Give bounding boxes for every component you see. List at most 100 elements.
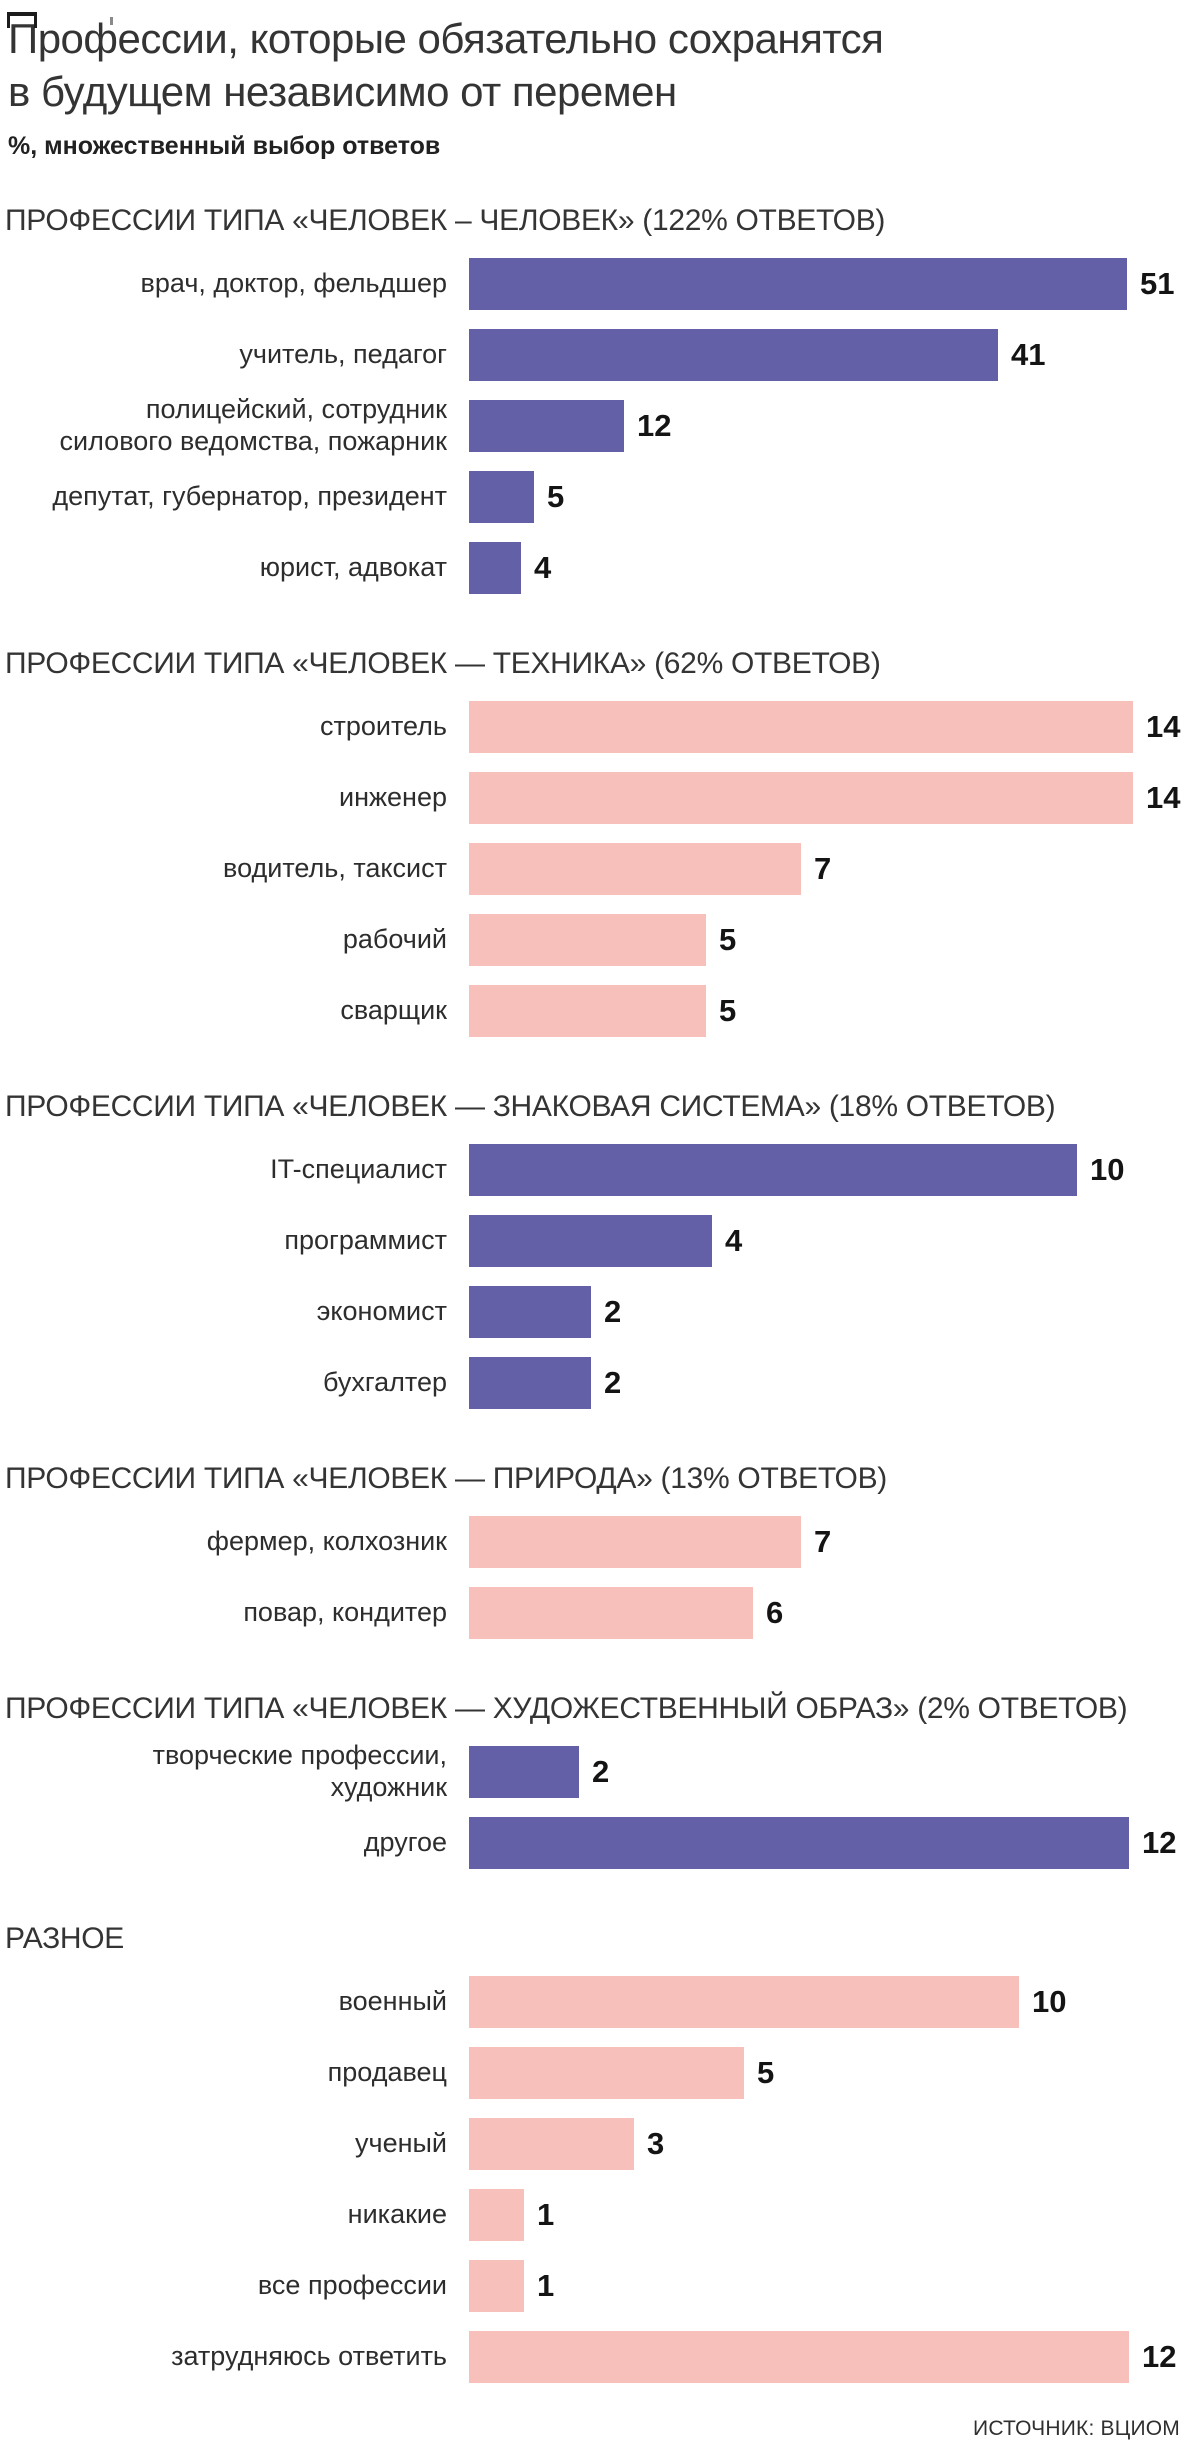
bar-label: программист (284, 1225, 447, 1256)
bar-label: военный (338, 1986, 447, 2017)
bar-value-label: 5 (719, 922, 737, 958)
bar (469, 1516, 801, 1569)
cropped-mark-artifact (110, 17, 113, 25)
bar-value-label: 51 (1140, 266, 1175, 302)
bar-area: 2 (469, 1286, 1187, 1339)
bar-value-label: 6 (766, 1595, 784, 1631)
bar-area: 5 (469, 985, 1187, 1038)
bar-row: творческие профессии, художник 2 (0, 1737, 1187, 1808)
bar-label: затрудняюсь ответить (171, 2341, 447, 2372)
bar (469, 329, 998, 382)
bar (469, 2260, 524, 2313)
bar-row: рабочий 5 (0, 905, 1187, 976)
chart-section: ПРОФЕССИИ ТИПА «ЧЕЛОВЕК — ТЕХНИКА» (62% … (0, 646, 1187, 1047)
bar (469, 258, 1127, 311)
bar-label: строитель (320, 711, 447, 742)
bar (469, 1286, 591, 1339)
bar-label: другое (363, 1827, 447, 1858)
bar (469, 1357, 591, 1410)
bar-value-label: 7 (814, 851, 832, 887)
bar-row: фермер, колхозник 7 (0, 1507, 1187, 1578)
bar-area: 12 (469, 1817, 1187, 1870)
source-credit: ИСТОЧНИК: ВЦИОМ (973, 2417, 1180, 2440)
bar-value-label: 12 (1142, 2339, 1177, 2375)
bar-value-label: 14 (1146, 709, 1181, 745)
page-subtitle: %, множественный выбор ответов (8, 131, 441, 160)
bar-area: 12 (469, 2331, 1187, 2384)
section-header: ПРОФЕССИИ ТИПА «ЧЕЛОВЕК — ПРИРОДА» (13% … (5, 1461, 887, 1495)
bar-row: продавец 5 (0, 2038, 1187, 2109)
bar (469, 1144, 1077, 1197)
bar-row: бухгалтер 2 (0, 1348, 1187, 1419)
bar (469, 2118, 634, 2171)
bar-row: никакие 1 (0, 2180, 1187, 2251)
bar-area: 4 (469, 1215, 1187, 1268)
bar (469, 2047, 744, 2100)
bar-value-label: 5 (547, 479, 565, 515)
bar-value-label: 5 (757, 2055, 775, 2091)
bar-area: 5 (469, 471, 1187, 524)
bar-label: IT-специалист (270, 1154, 447, 1185)
chart-section: ПРОФЕССИИ ТИПА «ЧЕЛОВЕК — ЗНАКОВАЯ СИСТЕ… (0, 1089, 1187, 1419)
bar-value-label: 12 (1142, 1825, 1177, 1861)
bar-area: 7 (469, 843, 1187, 896)
page-title-line2: в будущем независимо от перемен (8, 68, 677, 116)
bar (469, 843, 801, 896)
bar-row: другое 12 (0, 1808, 1187, 1879)
bar-row: юрист, адвокат 4 (0, 533, 1187, 604)
chart-section: ПРОФЕССИИ ТИПА «ЧЕЛОВЕК — ХУДОЖЕСТВЕННЫЙ… (0, 1691, 1187, 1879)
bar-value-label: 2 (604, 1365, 622, 1401)
bar-label: водитель, таксист (223, 853, 447, 884)
bar-area: 6 (469, 1587, 1187, 1640)
bar (469, 2331, 1129, 2384)
bar-label: все профессии (257, 2270, 447, 2301)
bar (469, 1817, 1129, 1870)
bar-label: юрист, адвокат (259, 552, 447, 583)
bar-row: водитель, таксист 7 (0, 834, 1187, 905)
bar-value-label: 4 (725, 1223, 743, 1259)
bar-row: учитель, педагог 41 (0, 320, 1187, 391)
section-header: ПРОФЕССИИ ТИПА «ЧЕЛОВЕК — ЗНАКОВАЯ СИСТЕ… (5, 1089, 1056, 1123)
bar-label: повар, кондитер (243, 1597, 447, 1628)
bar-area: 51 (469, 258, 1187, 311)
bar-area: 2 (469, 1357, 1187, 1410)
bar (469, 2189, 524, 2242)
bar-area: 2 (469, 1746, 1187, 1799)
chart-sections: ПРОФЕССИИ ТИПА «ЧЕЛОВЕК – ЧЕЛОВЕК» (122%… (0, 203, 1187, 2393)
bar-area: 10 (469, 1144, 1187, 1197)
bar-value-label: 1 (537, 2197, 555, 2233)
bar (469, 1746, 579, 1799)
chart-section: ПРОФЕССИИ ТИПА «ЧЕЛОВЕК — ПРИРОДА» (13% … (0, 1461, 1187, 1649)
bar-label: рабочий (342, 924, 447, 955)
bar-label: никакие (347, 2199, 447, 2230)
bar-area: 14 (469, 772, 1187, 825)
bar-row: врач, доктор, фельдшер 51 (0, 249, 1187, 320)
bar-value-label: 4 (534, 550, 552, 586)
bar-value-label: 41 (1011, 337, 1046, 373)
bar-row: инженер 14 (0, 763, 1187, 834)
bar-label: творческие профессии, художник (152, 1740, 447, 1803)
bar-label: полицейский, сотрудник силового ведомств… (59, 394, 447, 457)
bar-area: 41 (469, 329, 1187, 382)
bar-row: сварщик 5 (0, 976, 1187, 1047)
bar-value-label: 1 (537, 2268, 555, 2304)
bar-area: 7 (469, 1516, 1187, 1569)
bar-area: 4 (469, 542, 1187, 595)
bar-value-label: 10 (1032, 1984, 1067, 2020)
bar (469, 914, 706, 967)
section-header: ПРОФЕССИИ ТИПА «ЧЕЛОВЕК — ТЕХНИКА» (62% … (5, 646, 881, 680)
bar-area: 5 (469, 2047, 1187, 2100)
bar-label: депутат, губернатор, президент (52, 481, 447, 512)
section-header: ПРОФЕССИИ ТИПА «ЧЕЛОВЕК – ЧЕЛОВЕК» (122%… (5, 203, 886, 237)
bar-label: учитель, педагог (239, 339, 447, 370)
bar-row: строитель 14 (0, 692, 1187, 763)
bar-label: врач, доктор, фельдшер (140, 268, 447, 299)
bar (469, 471, 534, 524)
bar-area: 5 (469, 914, 1187, 967)
bar-value-label: 3 (647, 2126, 665, 2162)
bar-area: 3 (469, 2118, 1187, 2171)
page-title: Профессии, которые обязательно сохранятс… (8, 12, 1187, 119)
bar-row: экономист 2 (0, 1277, 1187, 1348)
bar-label: экономист (316, 1296, 447, 1327)
chart-section: ПРОФЕССИИ ТИПА «ЧЕЛОВЕК – ЧЕЛОВЕК» (122%… (0, 203, 1187, 604)
